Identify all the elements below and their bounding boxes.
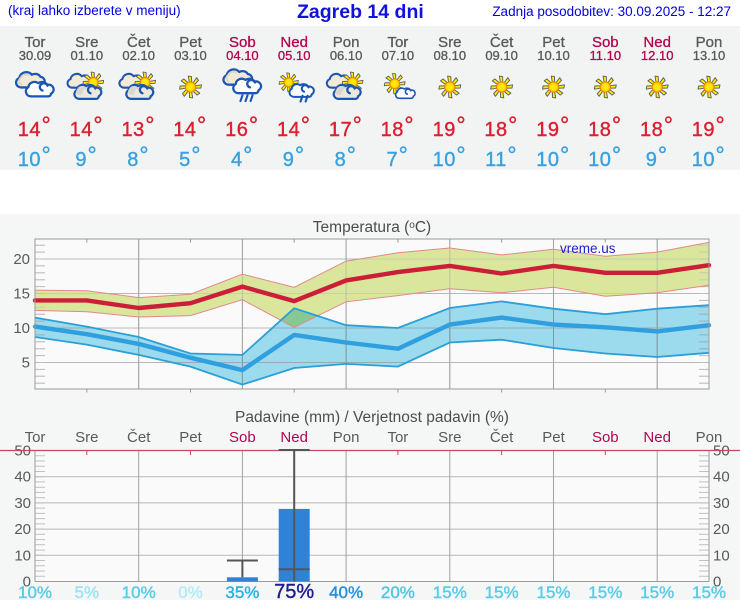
- svg-text:0: 0: [23, 574, 31, 591]
- svg-text:Tor: Tor: [25, 429, 46, 446]
- svg-text:Sob: Sob: [229, 429, 256, 446]
- svg-text:15%: 15%: [485, 583, 519, 600]
- svg-text:Temperatura (oC): Temperatura (oC): [313, 219, 431, 236]
- svg-text:30: 30: [14, 495, 31, 512]
- svg-text:Pet: Pet: [179, 429, 202, 446]
- svg-text:Pon: Pon: [333, 429, 360, 446]
- svg-text:Ned: Ned: [643, 429, 671, 446]
- svg-text:40%: 40%: [329, 583, 363, 600]
- svg-text:10: 10: [713, 547, 730, 564]
- svg-text:10%: 10%: [18, 583, 52, 600]
- svg-text:15%: 15%: [536, 583, 570, 600]
- svg-text:35%: 35%: [225, 583, 259, 600]
- svg-text:0%: 0%: [178, 583, 203, 600]
- svg-text:0: 0: [713, 574, 721, 591]
- svg-text:Sre: Sre: [438, 429, 461, 446]
- svg-text:Pon: Pon: [696, 429, 723, 446]
- svg-text:Čet: Čet: [490, 429, 514, 446]
- svg-text:10: 10: [13, 320, 30, 337]
- svg-text:20%: 20%: [381, 583, 415, 600]
- svg-text:15%: 15%: [692, 583, 726, 600]
- svg-text:15%: 15%: [640, 583, 674, 600]
- svg-text:10%: 10%: [122, 583, 156, 600]
- svg-text:5%: 5%: [75, 583, 100, 600]
- svg-text:40: 40: [14, 469, 31, 486]
- svg-text:vreme.us: vreme.us: [560, 241, 616, 256]
- svg-text:10: 10: [14, 547, 31, 564]
- svg-text:15%: 15%: [588, 583, 622, 600]
- svg-text:Ned: Ned: [280, 429, 308, 446]
- svg-text:20: 20: [13, 251, 30, 268]
- svg-text:Pet: Pet: [542, 429, 565, 446]
- svg-text:30: 30: [713, 495, 730, 512]
- svg-text:75%: 75%: [274, 581, 314, 600]
- svg-text:20: 20: [713, 521, 730, 538]
- svg-text:15: 15: [13, 286, 30, 303]
- svg-text:Čet: Čet: [127, 429, 151, 446]
- svg-text:5: 5: [22, 355, 30, 372]
- svg-text:20: 20: [14, 521, 31, 538]
- svg-text:40: 40: [713, 469, 730, 486]
- svg-text:15%: 15%: [433, 583, 467, 600]
- svg-text:Sob: Sob: [592, 429, 619, 446]
- svg-text:Tor: Tor: [387, 429, 408, 446]
- svg-text:Sre: Sre: [75, 429, 98, 446]
- svg-text:Padavine (mm) / Verjetnost pad: Padavine (mm) / Verjetnost padavin (%): [235, 409, 509, 426]
